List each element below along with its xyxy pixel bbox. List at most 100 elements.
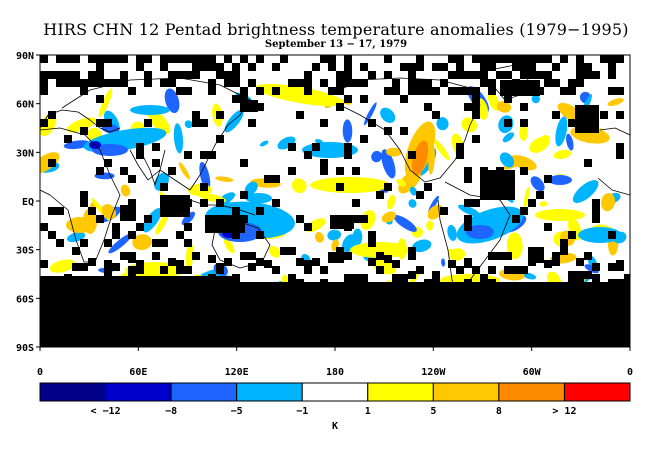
missing-data-cell (64, 71, 72, 79)
missing-data-cell (200, 151, 208, 159)
missing-data-cell (352, 279, 360, 287)
missing-data-cell (568, 231, 576, 239)
missing-data-cell (624, 274, 630, 282)
missing-data-cell (584, 271, 592, 279)
missing-data-cell (464, 223, 472, 231)
colorbar-swatch (432, 382, 500, 402)
missing-data-cell (464, 199, 472, 207)
missing-data-cell (224, 55, 232, 63)
missing-data-cell (120, 167, 128, 175)
anomaly-patch (381, 211, 396, 223)
missing-data-cell (528, 252, 536, 260)
anomaly-patch (108, 233, 133, 254)
anomaly-patch (396, 178, 407, 187)
missing-data-cell (368, 71, 376, 79)
missing-data-cell (120, 205, 136, 221)
coastlines (40, 64, 630, 301)
missing-data-cell (184, 151, 192, 159)
missing-data-cell (80, 263, 88, 271)
missing-data-cell (112, 55, 120, 63)
anomaly-patch (327, 229, 341, 241)
missing-data-cell (192, 287, 200, 295)
missing-data-cell (320, 279, 328, 287)
missing-data-cell (360, 63, 368, 71)
missing-data-cell (152, 143, 160, 151)
missing-data-cell (104, 263, 112, 271)
missing-data-cell (320, 167, 328, 175)
missing-data-cell (136, 55, 144, 63)
missing-data-cell (256, 55, 264, 63)
missing-data-cell (352, 199, 360, 207)
missing-data-cell (336, 103, 344, 111)
lon-label: 60W (523, 367, 542, 378)
missing-data-cell (248, 263, 256, 271)
missing-data-cell (128, 175, 136, 183)
missing-data-cell (304, 79, 312, 87)
missing-data-cell (416, 191, 424, 199)
missing-data-cell (456, 63, 464, 71)
missing-data-cell (80, 87, 88, 95)
missing-data-cell (208, 274, 216, 282)
missing-data-cell (456, 151, 464, 159)
missing-data-cell (424, 79, 432, 87)
missing-data-cell (296, 287, 304, 295)
missing-data-cell (288, 167, 296, 175)
missing-data-cell (232, 274, 240, 282)
anomaly-patch (496, 101, 512, 113)
missing-data-cell (400, 95, 408, 103)
missing-data-cell (296, 311, 304, 319)
missing-data-cell (96, 55, 104, 63)
missing-data-cell (408, 63, 416, 71)
missing-data-cell (408, 151, 416, 159)
missing-data-cell (608, 87, 616, 95)
missing-data-cell (592, 207, 600, 215)
anomaly-patch (381, 149, 396, 179)
missing-data-cell (552, 63, 560, 71)
missing-data-cell (184, 87, 192, 95)
missing-data-cell (64, 135, 72, 143)
missing-data-cell (384, 55, 392, 63)
anomaly-patch (436, 117, 449, 131)
missing-data-cell (160, 239, 168, 247)
missing-data-cell (472, 71, 480, 79)
missing-data-cell (184, 223, 192, 231)
missing-data-cell (544, 55, 552, 63)
missing-data-cell (40, 79, 48, 87)
missing-data-cell (160, 79, 168, 87)
missing-data-cell (576, 55, 584, 63)
anomaly-patch (466, 225, 494, 239)
missing-data-cell (552, 79, 560, 87)
missing-data-cell (608, 295, 616, 303)
missing-data-cell (304, 260, 312, 268)
missing-data-cell (64, 311, 72, 319)
missing-data-cell (144, 71, 152, 79)
missing-data-cell (448, 71, 456, 79)
missing-data-cell (80, 287, 88, 295)
colorbar-label: −1 (296, 406, 309, 417)
missing-data-cell (48, 231, 56, 239)
missing-data-cell (184, 239, 192, 247)
missing-data-cell (56, 71, 64, 79)
missing-data-cell (208, 151, 216, 159)
missing-data-cell (200, 55, 208, 63)
missing-data-cell (552, 252, 560, 260)
missing-data-cell (272, 266, 280, 274)
missing-data-cell (536, 71, 544, 79)
missing-data-cell (336, 167, 344, 175)
missing-data-cell (368, 303, 376, 311)
missing-data-cell (336, 183, 344, 191)
colorbar-label: > 12 (552, 406, 577, 417)
missing-data-cell (264, 260, 272, 268)
missing-data-cell (208, 63, 216, 71)
map-area (40, 55, 630, 347)
missing-data-cell (352, 274, 360, 282)
missing-data-cell (520, 266, 528, 274)
anomaly-patch (584, 264, 599, 274)
anomaly-patch (215, 176, 234, 182)
missing-data-cell (528, 199, 536, 207)
missing-data-cell (224, 258, 232, 266)
missing-data-cell (216, 135, 224, 143)
missing-data-cell (104, 271, 112, 279)
missing-data-cell (584, 303, 592, 311)
anomaly-patch (371, 150, 383, 163)
